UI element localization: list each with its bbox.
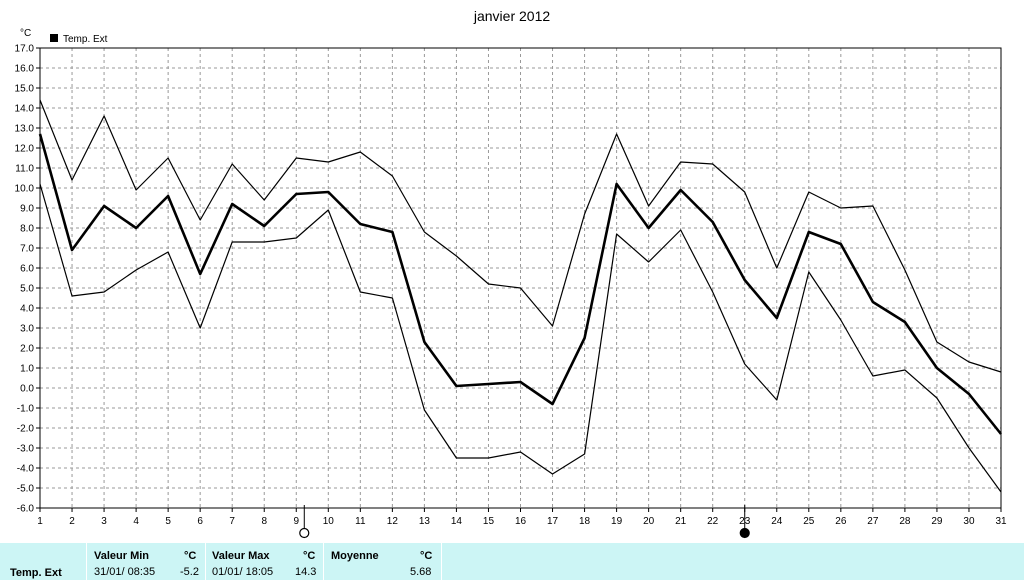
y-tick-label: 16.0 (15, 64, 35, 75)
series-lines (38, 99, 1003, 493)
y-axis-unit-label: °C (20, 28, 31, 39)
x-tick-label: 12 (387, 516, 399, 527)
x-tick-label: 14 (451, 516, 463, 527)
legend-swatch (50, 34, 58, 42)
min-header: Valeur Min (94, 550, 150, 562)
min-value: -5.2 (180, 566, 199, 578)
y-tick-label: 7.0 (20, 244, 34, 255)
x-tick-label: 29 (931, 516, 943, 527)
x-tick-label: 19 (611, 516, 623, 527)
x-tick-label: 3 (101, 516, 107, 527)
series-line-max (39, 99, 1002, 373)
summary-bar: Temp. Ext Valeur Min °C 31/01/ 08:35 -5.… (0, 543, 1024, 580)
mean-header: Moyenne (331, 550, 379, 562)
markers (299, 505, 750, 539)
y-tick-label: -4.0 (17, 464, 35, 475)
max-header: Valeur Max (212, 550, 270, 562)
x-tick-label: 9 (293, 516, 299, 527)
max-unit: °C (303, 550, 316, 562)
x-tick-label: 17 (547, 516, 559, 527)
x-tick-label: 5 (165, 516, 171, 527)
x-tick-label: 20 (643, 516, 655, 527)
summary-series-label: Temp. Ext (10, 567, 62, 579)
y-tick-label: -2.0 (17, 424, 35, 435)
y-tick-label: 4.0 (20, 304, 34, 315)
x-tick-label: 31 (995, 516, 1007, 527)
x-tick-label: 6 (197, 516, 203, 527)
y-tick-label: -1.0 (17, 404, 35, 415)
temperature-chart: janvier 2012 °C Temp. Ext 17.016.015.014… (15, 8, 1007, 539)
y-tick-label: -6.0 (17, 504, 35, 515)
y-tick-label: 11.0 (15, 164, 34, 175)
x-tick-label: 13 (419, 516, 431, 527)
max-value: 14.3 (295, 566, 317, 578)
x-tick-label: 4 (133, 516, 139, 527)
y-tick-label: 6.0 (20, 264, 34, 275)
min-time: 31/01/ 08:35 (94, 566, 156, 578)
y-axis: 17.0 16.0 15.0 14.0 13.0 12.0 11.0 10.0 9.0 8.0 7.… (15, 44, 40, 515)
y-tick-label: 2.0 (20, 344, 34, 355)
y-tick-label: 3.0 (20, 324, 34, 335)
x-tick-label: 10 (323, 516, 335, 527)
y-tick-label: 13.0 (15, 124, 35, 135)
y-tick-label: 14.0 (15, 104, 35, 115)
gridlines (40, 48, 1001, 508)
mean-value: 5.68 (410, 566, 432, 578)
x-tick-label: 24 (771, 516, 783, 527)
x-tick-label: 16 (515, 516, 527, 527)
x-tick-label: 26 (835, 516, 847, 527)
x-tick-label: 15 (483, 516, 495, 527)
x-tick-label: 7 (229, 516, 235, 527)
x-tick-label: 8 (261, 516, 267, 527)
y-tick-label: 9.0 (20, 204, 34, 215)
max-time: 01/01/ 18:05 (212, 566, 274, 578)
y-tick-label: 15.0 (15, 84, 35, 95)
y-tick-label: 0.0 (20, 384, 34, 395)
y-tick-label: 17.0 (15, 44, 35, 55)
min-marker-icon (739, 527, 750, 539)
x-tick-label: 1 (37, 516, 43, 527)
y-tick-label: 10.0 (15, 184, 35, 195)
max-marker-icon (299, 527, 310, 539)
mean-unit: °C (420, 550, 433, 562)
x-tick-label: 22 (707, 516, 719, 527)
series-line-mean (38, 133, 1003, 435)
x-tick-label: 28 (899, 516, 911, 527)
y-tick-label: 12.0 (15, 144, 35, 155)
x-axis: 1 2 3 4 5 6 7 8 9 10 11 12 13 14 15 16 17 18 19 20 21 22 23 24 2… (37, 508, 1007, 527)
x-tick-label: 11 (355, 516, 366, 527)
x-tick-label: 18 (579, 516, 591, 527)
y-tick-label: -3.0 (17, 444, 35, 455)
x-tick-label: 27 (867, 516, 879, 527)
y-tick-label: -5.0 (17, 484, 35, 495)
chart-title: janvier 2012 (473, 8, 550, 24)
x-tick-label: 25 (803, 516, 815, 527)
legend-entry-temp-ext: Temp. Ext (63, 34, 108, 45)
series-line-min (39, 183, 1002, 493)
x-tick-label: 21 (675, 516, 687, 527)
min-unit: °C (184, 550, 197, 562)
x-tick-label: 30 (963, 516, 975, 527)
x-tick-label: 2 (69, 516, 75, 527)
y-tick-label: 5.0 (20, 284, 34, 295)
y-tick-label: 8.0 (20, 224, 34, 235)
y-tick-label: 1.0 (20, 364, 34, 375)
